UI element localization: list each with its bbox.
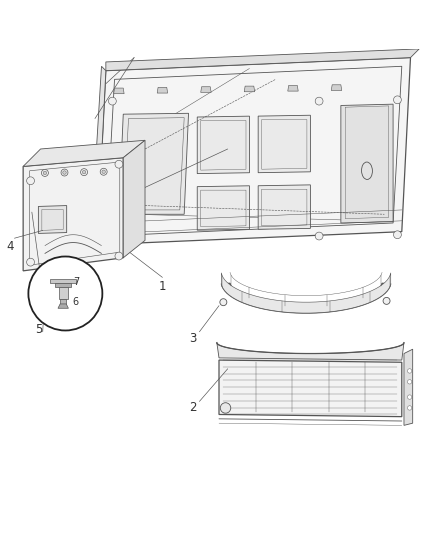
Polygon shape (331, 85, 342, 91)
Circle shape (82, 171, 86, 174)
Circle shape (42, 169, 48, 176)
Polygon shape (258, 185, 311, 229)
Polygon shape (404, 349, 413, 425)
Text: 5: 5 (35, 323, 42, 336)
Polygon shape (23, 158, 123, 271)
Circle shape (407, 395, 412, 399)
Circle shape (81, 168, 88, 176)
Circle shape (407, 406, 412, 410)
Circle shape (102, 170, 106, 174)
Circle shape (220, 298, 227, 305)
Polygon shape (50, 279, 76, 284)
Polygon shape (106, 49, 419, 71)
Polygon shape (157, 87, 168, 93)
Polygon shape (221, 284, 391, 313)
Text: 6: 6 (72, 297, 78, 307)
Polygon shape (114, 88, 124, 94)
Polygon shape (91, 66, 106, 245)
Polygon shape (39, 206, 67, 233)
Circle shape (393, 96, 401, 104)
Polygon shape (288, 85, 298, 91)
Circle shape (27, 177, 35, 184)
Polygon shape (244, 86, 254, 92)
Polygon shape (219, 360, 402, 417)
Polygon shape (201, 87, 211, 92)
Polygon shape (221, 273, 391, 313)
Circle shape (109, 97, 116, 105)
Text: 7: 7 (73, 277, 79, 287)
Circle shape (115, 160, 123, 168)
Polygon shape (258, 115, 311, 173)
Circle shape (115, 252, 123, 260)
Circle shape (43, 171, 47, 175)
Circle shape (27, 258, 35, 266)
Text: 1: 1 (159, 280, 166, 293)
Text: 2: 2 (189, 401, 197, 415)
Circle shape (407, 379, 412, 384)
Polygon shape (217, 343, 404, 360)
Polygon shape (119, 114, 188, 214)
Circle shape (63, 171, 66, 174)
Circle shape (407, 369, 412, 373)
Polygon shape (59, 287, 67, 298)
Circle shape (100, 168, 107, 175)
Polygon shape (197, 186, 250, 230)
Circle shape (61, 169, 68, 176)
Polygon shape (23, 140, 145, 166)
Polygon shape (97, 58, 410, 245)
Polygon shape (60, 298, 66, 304)
Circle shape (315, 232, 323, 240)
Circle shape (28, 256, 102, 330)
Polygon shape (123, 140, 145, 258)
Circle shape (220, 403, 231, 413)
Text: 4: 4 (6, 240, 14, 253)
Polygon shape (341, 104, 393, 223)
Polygon shape (197, 116, 250, 174)
Text: 3: 3 (189, 332, 197, 345)
Circle shape (315, 97, 323, 105)
Polygon shape (58, 304, 68, 308)
Circle shape (109, 232, 116, 240)
Polygon shape (55, 282, 71, 287)
Circle shape (393, 231, 401, 239)
Circle shape (383, 297, 390, 304)
